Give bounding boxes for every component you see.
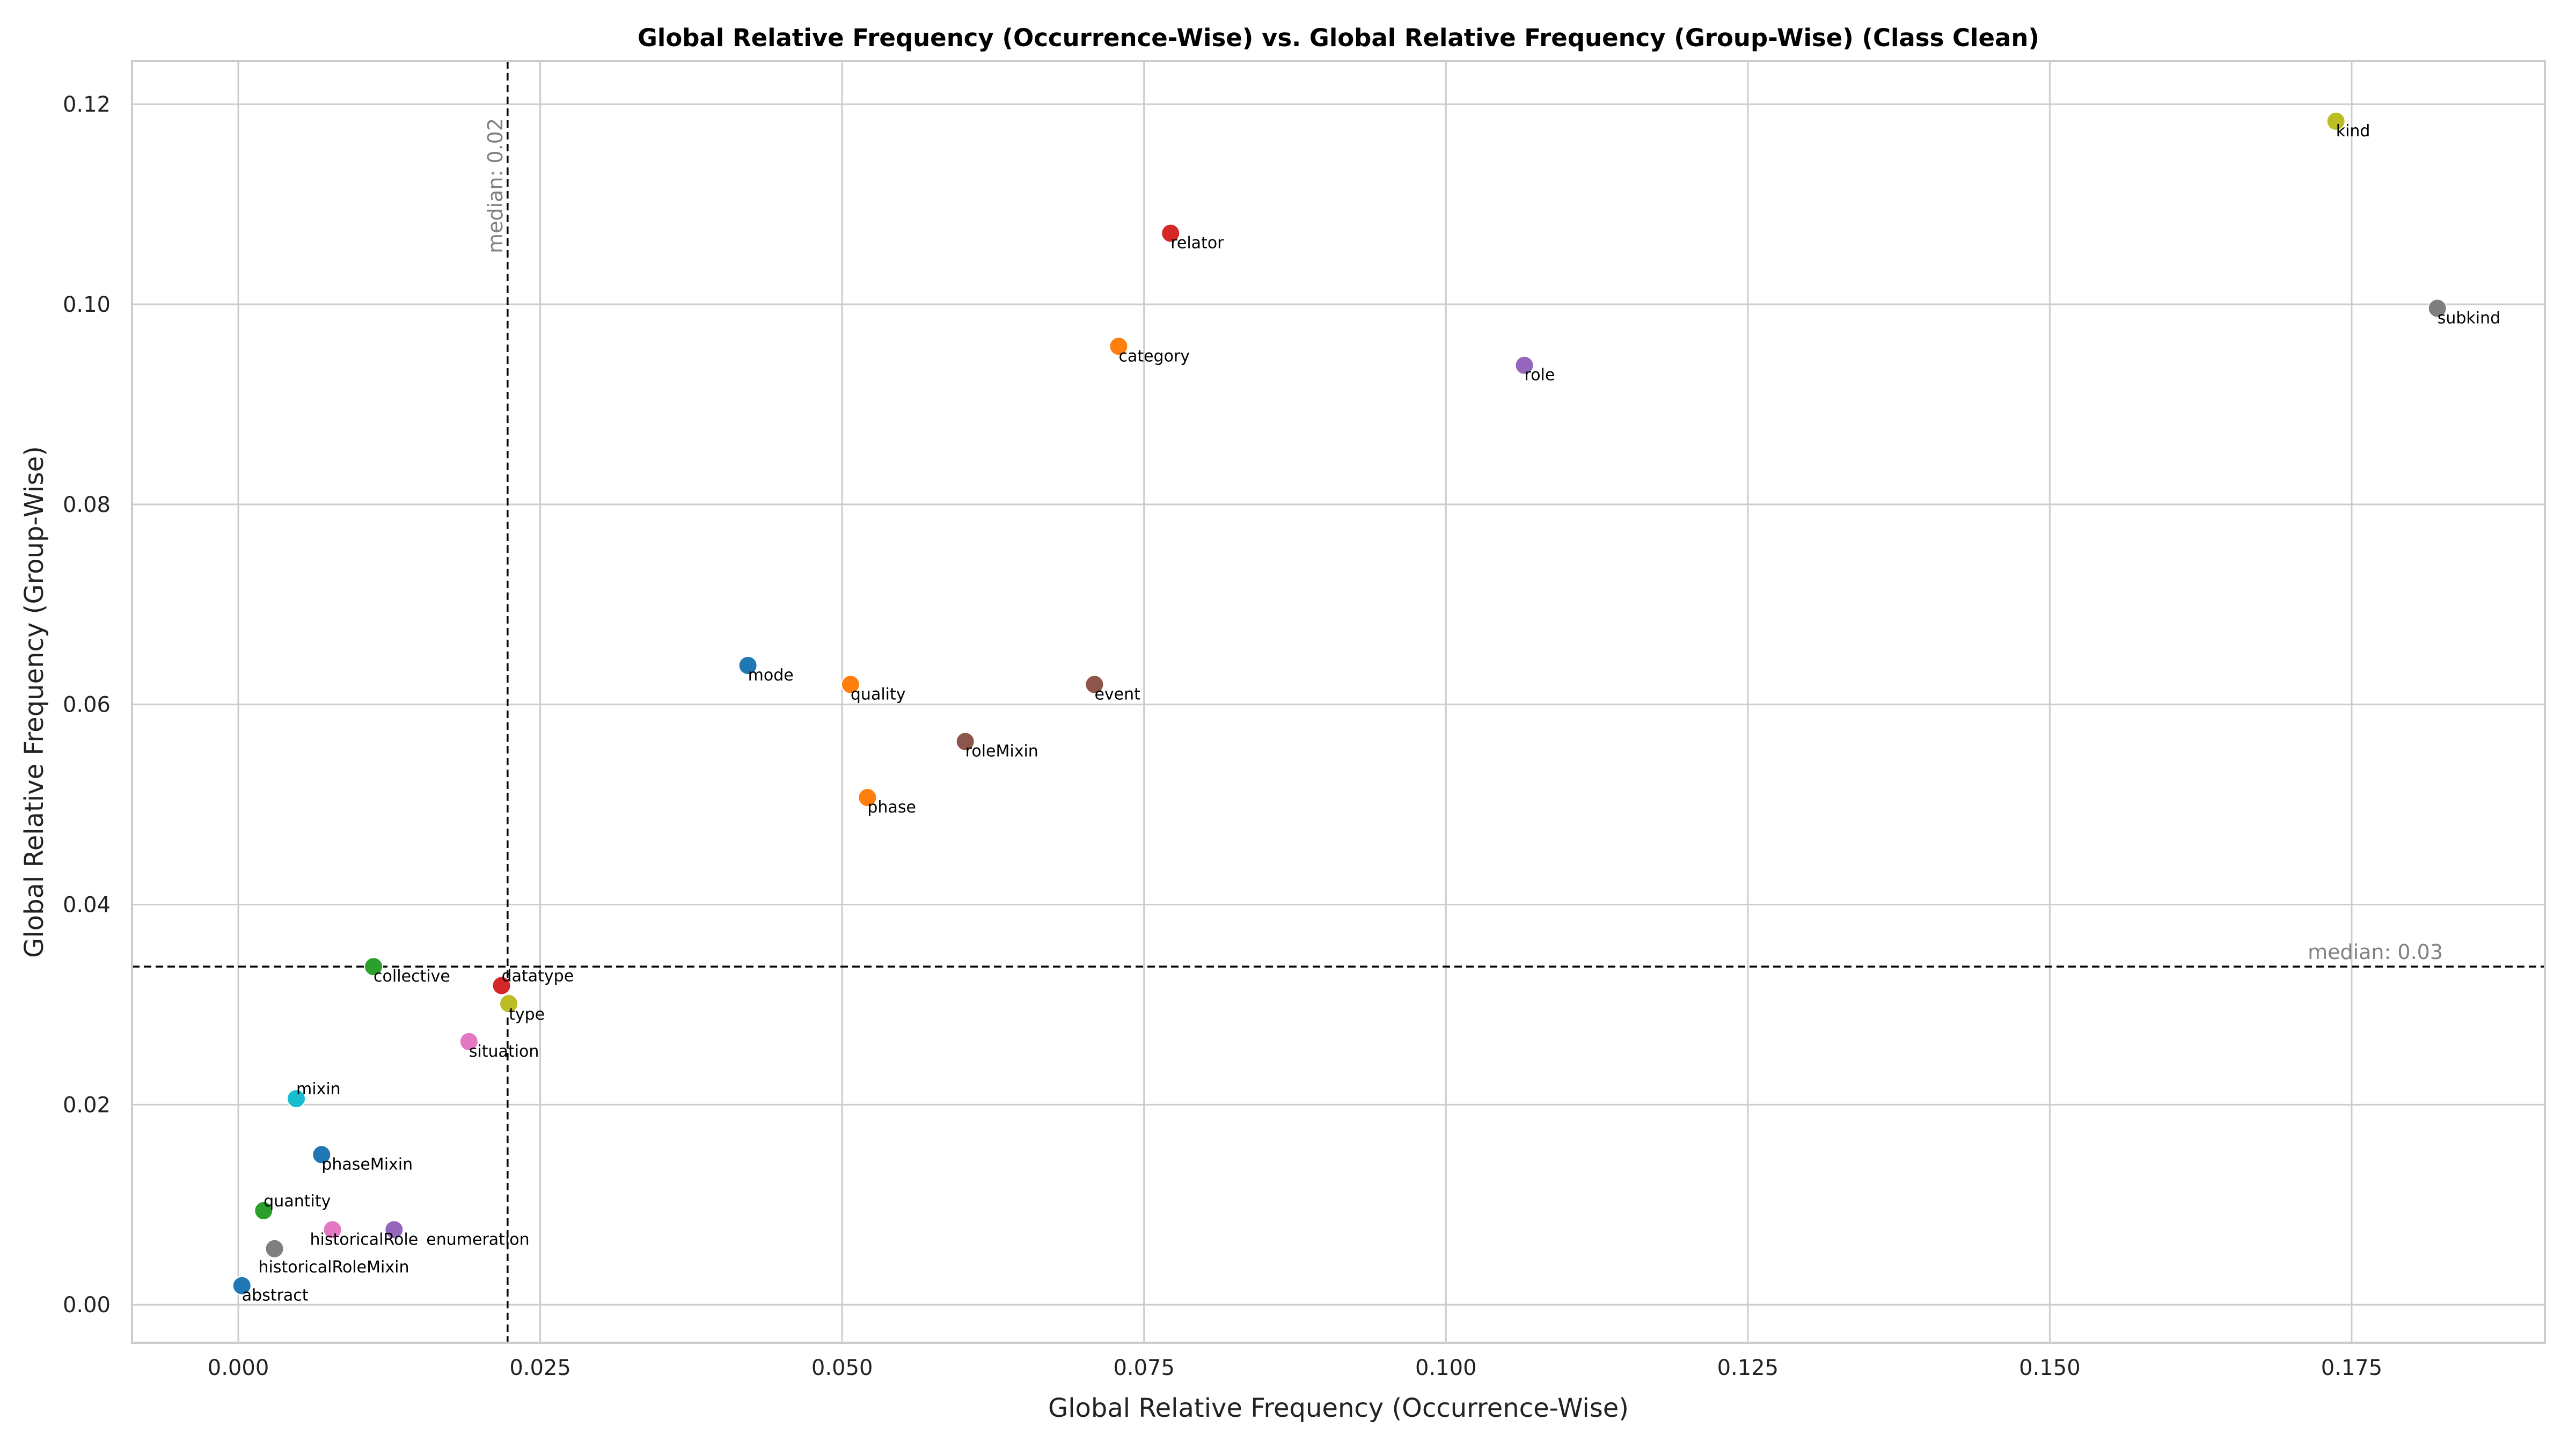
point-label: roleMixin <box>965 742 1038 761</box>
point-label: kind <box>2336 122 2370 141</box>
data-point <box>858 788 877 808</box>
data-point <box>1514 355 1534 375</box>
data-point <box>840 675 860 694</box>
median-x-label: median: 0.02 <box>484 118 507 253</box>
median-y-label: median: 0.03 <box>2308 940 2443 964</box>
x-axis-label: Global Relative Frequency (Occurrence-Wi… <box>1048 1393 1629 1423</box>
data-point <box>2326 111 2346 131</box>
median-lines: median: 0.02 median: 0.03 <box>132 61 2545 1343</box>
data-point <box>459 1031 479 1051</box>
y-tick-label: 0.04 <box>63 892 111 917</box>
x-tick-label: 0.125 <box>1717 1356 1779 1380</box>
data-point <box>738 655 758 675</box>
point-label: enumeration <box>426 1230 529 1249</box>
point-label: role <box>1525 366 1555 385</box>
x-tick-label: 0.025 <box>509 1356 571 1380</box>
x-ticks: 0.000 0.025 0.050 0.075 0.100 0.125 0.150 0.175 <box>208 1356 2382 1380</box>
y-tick-label: 0.10 <box>63 292 111 317</box>
point-label: type <box>509 1005 545 1024</box>
y-tick-label: 0.06 <box>63 693 111 718</box>
point-label: abstract <box>242 1286 309 1305</box>
data-point <box>265 1239 284 1258</box>
data-point <box>1161 223 1181 243</box>
point-label: event <box>1094 685 1140 704</box>
point-label: category <box>1118 347 1190 365</box>
chart-title: Global Relative Frequency (Occurrence-Wi… <box>638 24 2039 52</box>
point-label: phaseMixin <box>321 1155 413 1174</box>
data-point <box>1109 336 1129 356</box>
data-point <box>1085 675 1104 694</box>
grid-lines <box>132 61 2545 1343</box>
data-point <box>499 994 519 1014</box>
x-tick-label: 0.050 <box>811 1356 873 1380</box>
data-points <box>232 111 2447 1296</box>
data-point <box>312 1145 332 1165</box>
x-tick-label: 0.100 <box>1415 1356 1477 1380</box>
point-label: historicalRoleMixin <box>259 1258 409 1277</box>
point-labels: kind relator subkind category role mode qualit… <box>242 122 2500 1305</box>
point-label: collective <box>374 967 450 986</box>
data-point <box>364 957 384 977</box>
point-label: mixin <box>296 1080 341 1099</box>
data-point <box>254 1201 274 1220</box>
point-label: relator <box>1170 234 1224 253</box>
y-tick-label: 0.12 <box>63 92 111 117</box>
point-label: phase <box>867 798 916 817</box>
point-label: mode <box>748 666 794 685</box>
point-label: subkind <box>2438 309 2500 327</box>
data-point <box>384 1220 404 1240</box>
y-tick-label: 0.00 <box>63 1293 111 1318</box>
y-tick-label: 0.02 <box>63 1093 111 1117</box>
y-ticks: 0.00 0.02 0.04 0.06 0.08 0.10 0.12 <box>63 92 111 1318</box>
data-point <box>492 976 511 996</box>
data-point <box>287 1089 306 1109</box>
x-tick-label: 0.000 <box>208 1356 269 1380</box>
y-tick-label: 0.08 <box>63 493 111 517</box>
data-point <box>955 731 975 751</box>
y-axis-label: Global Relative Frequency (Group-Wise) <box>19 446 49 958</box>
point-label: historicalRole <box>310 1230 419 1249</box>
point-label: quality <box>851 685 906 704</box>
plot-frame <box>131 60 2546 1344</box>
x-tick-label: 0.075 <box>1113 1356 1175 1380</box>
point-label: datatype <box>502 967 574 985</box>
point-label: quantity <box>264 1192 331 1211</box>
data-point <box>232 1276 252 1296</box>
point-label: situation <box>469 1042 539 1061</box>
data-point <box>323 1220 342 1240</box>
data-point <box>2427 298 2447 318</box>
x-tick-label: 0.175 <box>2321 1356 2383 1380</box>
x-tick-label: 0.150 <box>2019 1356 2081 1380</box>
